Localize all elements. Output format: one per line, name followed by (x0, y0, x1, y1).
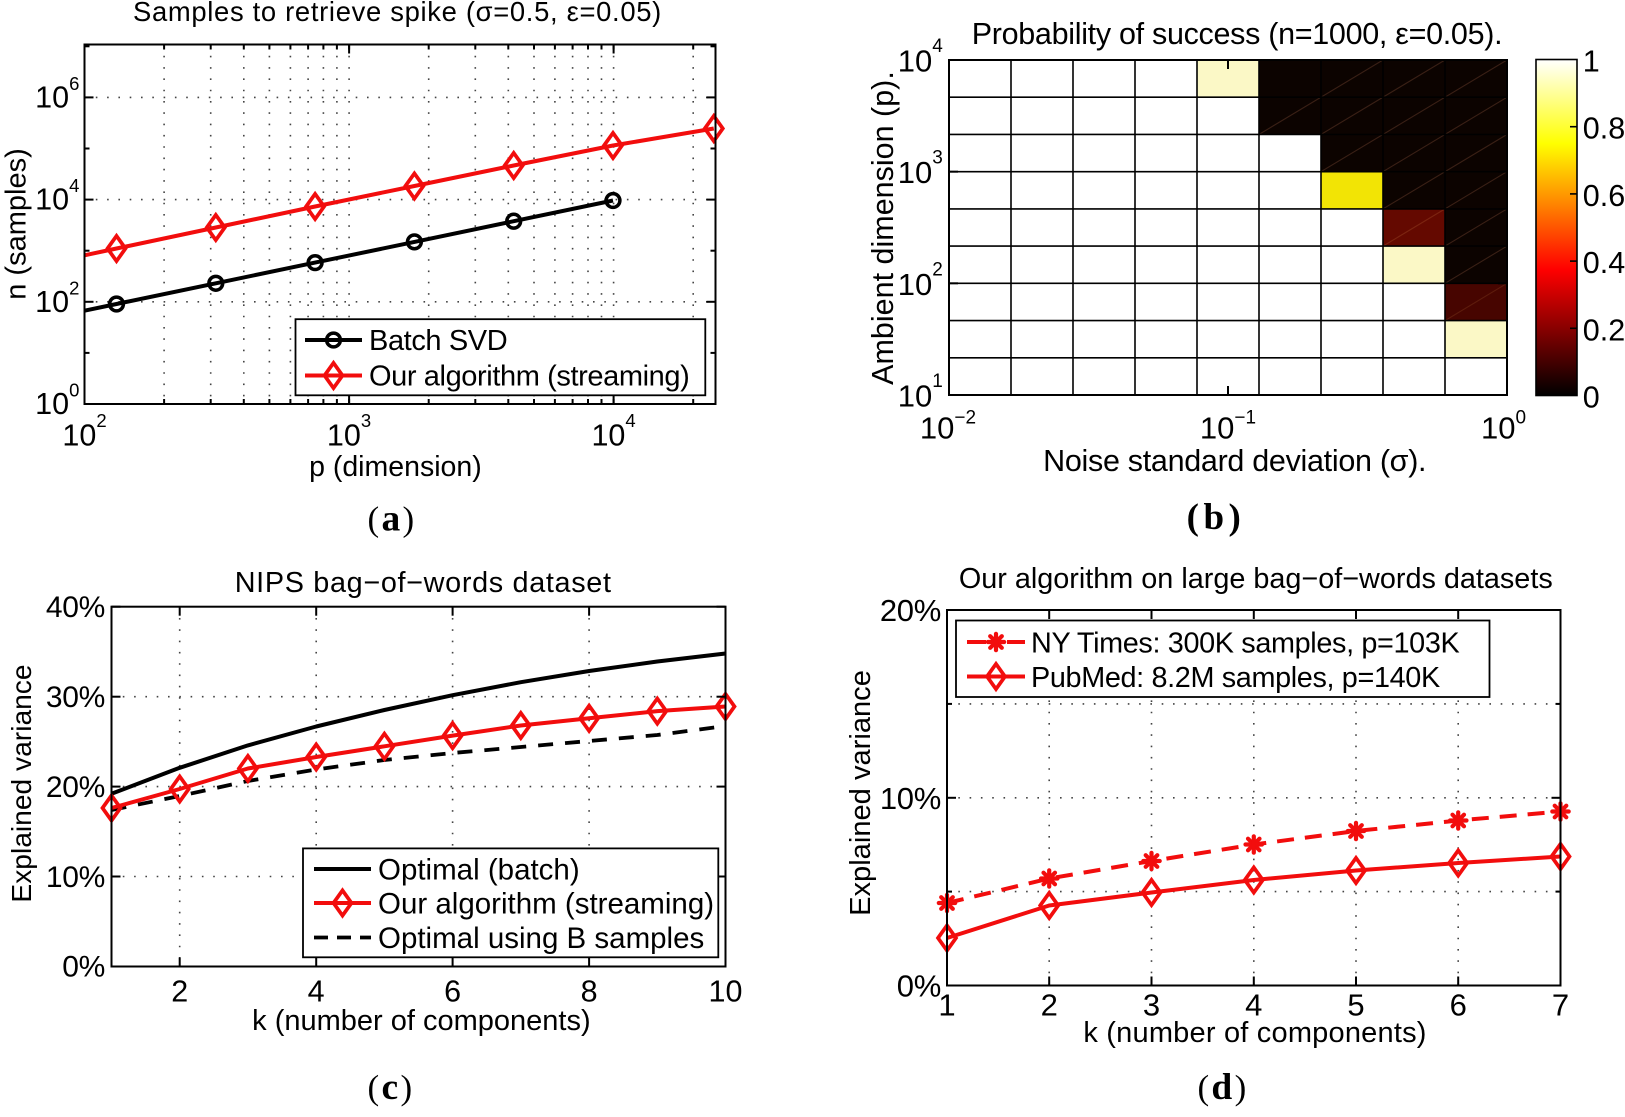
svg-text:Our algorithm (streaming): Our algorithm (streaming) (378, 888, 714, 921)
svg-text:0.6: 0.6 (1583, 179, 1625, 213)
svg-text:NIPS bag−of−words dataset: NIPS bag−of−words dataset (235, 567, 612, 599)
svg-text:10%: 10% (880, 781, 941, 816)
svg-text:Samples to retrieve spike (σ=0: Samples to retrieve spike (σ=0.5, ε=0.05… (133, 0, 662, 27)
svg-text:Ambient dimension (p).: Ambient dimension (p). (866, 71, 900, 385)
svg-text:(b): (b) (1187, 497, 1246, 538)
svg-text:Batch SVD: Batch SVD (369, 325, 507, 357)
svg-text:0.2: 0.2 (1583, 313, 1625, 347)
svg-text:10%: 10% (46, 861, 105, 894)
svg-text:10−1: 10−1 (1200, 408, 1256, 446)
svg-text:0.8: 0.8 (1583, 112, 1625, 146)
svg-text:PubMed: 8.2M samples, p=140K: PubMed: 8.2M samples, p=140K (1031, 662, 1440, 694)
svg-text:Explained variance: Explained variance (845, 670, 877, 916)
svg-text:4: 4 (308, 975, 325, 1009)
svg-text:5: 5 (1347, 988, 1364, 1023)
svg-text:2: 2 (1041, 988, 1058, 1023)
svg-text:Explained variance: Explained variance (5, 664, 37, 902)
svg-text:40%: 40% (46, 591, 105, 624)
svg-text:4: 4 (1245, 988, 1262, 1023)
svg-text:7: 7 (1552, 988, 1569, 1023)
svg-text:1: 1 (1583, 45, 1600, 79)
svg-text:Probability of success (n=1000: Probability of success (n=1000, ε=0.05). (972, 17, 1503, 51)
svg-text:Optimal (batch): Optimal (batch) (378, 854, 580, 887)
svg-text:10: 10 (709, 975, 743, 1009)
svg-text:3: 3 (1143, 988, 1160, 1023)
svg-text:2: 2 (171, 975, 188, 1009)
svg-text:n (samples): n (samples) (1, 148, 33, 300)
svg-text:k (number of components): k (number of components) (252, 1005, 590, 1037)
svg-text:20%: 20% (880, 593, 941, 628)
svg-text:(c): (c) (368, 1067, 415, 1108)
svg-text:p (dimension): p (dimension) (309, 451, 482, 483)
svg-text:Noise standard deviation (σ).: Noise standard deviation (σ). (1043, 444, 1426, 478)
svg-text:0%: 0% (62, 951, 105, 984)
svg-text:1: 1 (938, 988, 955, 1023)
svg-text:k (number of components): k (number of components) (1083, 1017, 1426, 1049)
svg-text:0.4: 0.4 (1583, 246, 1625, 280)
svg-text:NY Times: 300K samples, p=103K: NY Times: 300K samples, p=103K (1031, 628, 1460, 660)
svg-text:30%: 30% (46, 681, 105, 714)
svg-text:(d): (d) (1197, 1067, 1248, 1108)
svg-text:Optimal using B samples: Optimal using B samples (378, 922, 704, 955)
svg-text:0: 0 (1583, 381, 1600, 415)
svg-text:8: 8 (581, 975, 598, 1009)
svg-text:20%: 20% (46, 771, 105, 804)
svg-text:Our algorithm on large bag−of−: Our algorithm on large bag−of−words data… (959, 563, 1553, 595)
svg-text:(a): (a) (368, 499, 417, 540)
svg-text:Our algorithm (streaming): Our algorithm (streaming) (369, 361, 689, 393)
svg-text:0%: 0% (897, 969, 941, 1004)
svg-text:6: 6 (1450, 988, 1467, 1023)
svg-text:6: 6 (444, 975, 461, 1009)
